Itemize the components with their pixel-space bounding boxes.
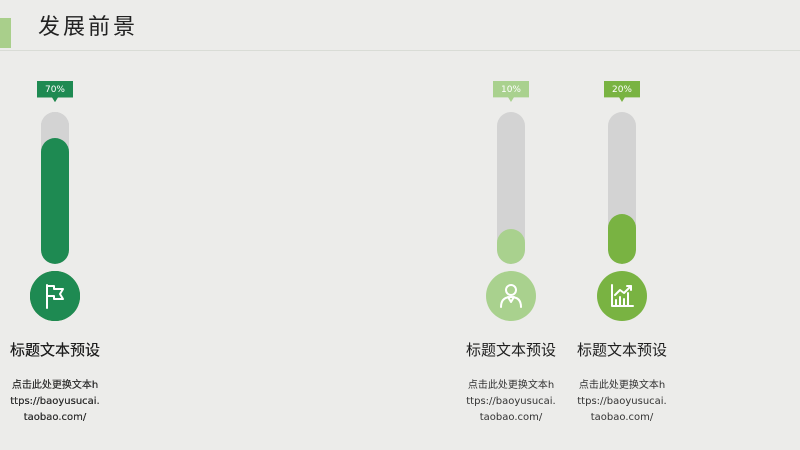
- progress-track: [41, 112, 69, 264]
- item-heading: 标题文本预设: [9, 341, 100, 359]
- item-description[interactable]: 点击此处更换文本https://baoyusucai.taobao.com/: [466, 380, 556, 423]
- percent-tag: 70%: [37, 81, 73, 102]
- progress-fill: [497, 229, 525, 264]
- flag-icon: [30, 271, 80, 321]
- progress-item: 20% 标题文本预设 点击此处更换文本https://baoyusucai.ta…: [567, 78, 677, 450]
- item-heading: 标题文本预设: [465, 341, 556, 359]
- item-description[interactable]: 点击此处更换文本https://baoyusucai.taobao.com/: [10, 380, 100, 423]
- percent-tag: 10%: [493, 81, 529, 102]
- item-heading: 标题文本预设: [9, 341, 100, 359]
- progress-fill: [41, 138, 69, 264]
- item-heading: 标题文本预设: [9, 341, 100, 359]
- title-accent-bar: [0, 18, 11, 48]
- growth-chart-icon: [597, 271, 647, 321]
- title-divider: [0, 50, 800, 51]
- item-heading: 标题文本预设: [576, 341, 667, 359]
- item-description[interactable]: 点击此处更换文本https://baoyusucai.taobao.com/: [10, 380, 100, 423]
- page-title: 发展前景: [38, 15, 139, 40]
- person-icon: [486, 271, 536, 321]
- item-description[interactable]: 点击此处更换文本https://baoyusucai.taobao.com/: [10, 380, 100, 423]
- percent-tag: 20%: [604, 81, 640, 102]
- progress-track: [497, 112, 525, 264]
- progress-item: 10% 标题文本预设 点击此处更换文本https://baoyusucai.ta…: [456, 78, 566, 450]
- item-description[interactable]: 点击此处更换文本https://baoyusucai.taobao.com/: [577, 380, 667, 423]
- progress-track: [608, 112, 636, 264]
- progress-fill: [608, 214, 636, 264]
- progress-item: 70% 标题文本预设 点击此处更换文本https://baoyusucai.ta…: [0, 78, 110, 450]
